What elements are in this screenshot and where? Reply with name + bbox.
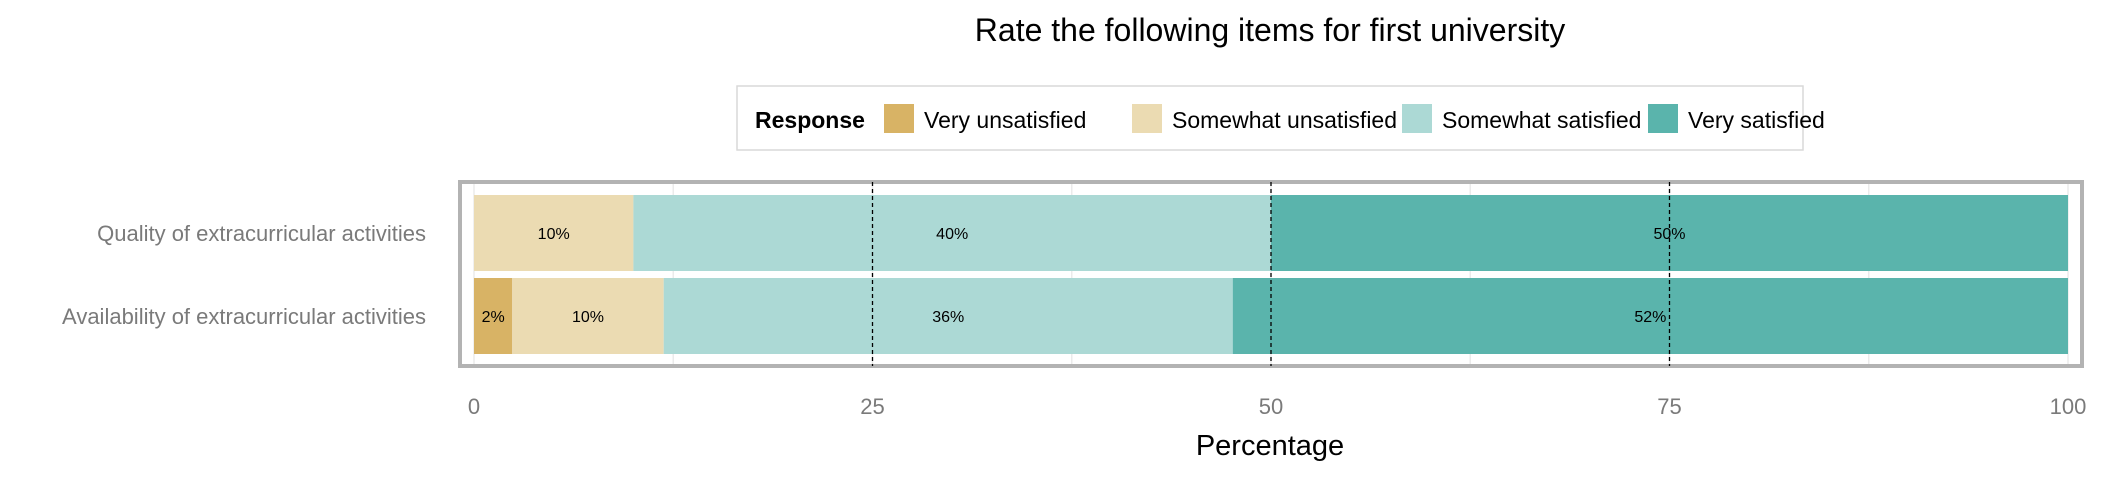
- legend: Response Very unsatisfied Somewhat unsatis…: [736, 85, 1825, 151]
- legend-key: [884, 104, 914, 133]
- bar-segment: [474, 278, 513, 354]
- data-label: 10%: [572, 309, 604, 326]
- data-labels: 10% 40% 50% 2% 10% 36% 52%: [482, 226, 1686, 326]
- bar-segment: [474, 195, 634, 271]
- legend-title: Response: [755, 107, 865, 133]
- data-label: 50%: [1653, 226, 1685, 243]
- bar-segment: [663, 278, 1233, 354]
- x-tick-label: 75: [1657, 394, 1681, 419]
- legend-key: [1402, 104, 1432, 133]
- category-label: Availability of extracurricular activiti…: [62, 304, 426, 329]
- x-tick-label: 100: [2050, 394, 2087, 419]
- data-label: 52%: [1634, 309, 1666, 326]
- bar-segment: [512, 278, 664, 354]
- legend-label: Very satisfied: [1688, 107, 1825, 133]
- x-axis-title: Percentage: [1196, 430, 1344, 462]
- legend-label: Somewhat unsatisfied: [1172, 107, 1397, 133]
- data-label: 2%: [482, 309, 505, 326]
- x-tick-label: 0: [468, 394, 480, 419]
- bar-segment: [1232, 278, 2068, 354]
- x-tick-label: 25: [860, 394, 884, 419]
- legend-key: [1648, 104, 1678, 133]
- x-axis-ticks: 0 25 50 75 100: [468, 394, 2086, 419]
- legend-key: [1132, 104, 1162, 133]
- x-tick-label: 50: [1259, 394, 1283, 419]
- bars: [474, 195, 2068, 354]
- reference-lines: [871, 182, 1671, 366]
- category-labels: Quality of extracurricular activities Ava…: [62, 221, 426, 329]
- chart-title: Rate the following items for first unive…: [975, 12, 1565, 48]
- data-label: 40%: [936, 226, 968, 243]
- data-label: 10%: [538, 226, 570, 243]
- legend-box: [736, 85, 1804, 151]
- legend-label: Somewhat satisfied: [1442, 107, 1641, 133]
- category-label: Quality of extracurricular activities: [97, 221, 426, 246]
- bar-segment: [633, 195, 1271, 271]
- data-label: 36%: [932, 309, 964, 326]
- legend-label: Very unsatisfied: [924, 107, 1086, 133]
